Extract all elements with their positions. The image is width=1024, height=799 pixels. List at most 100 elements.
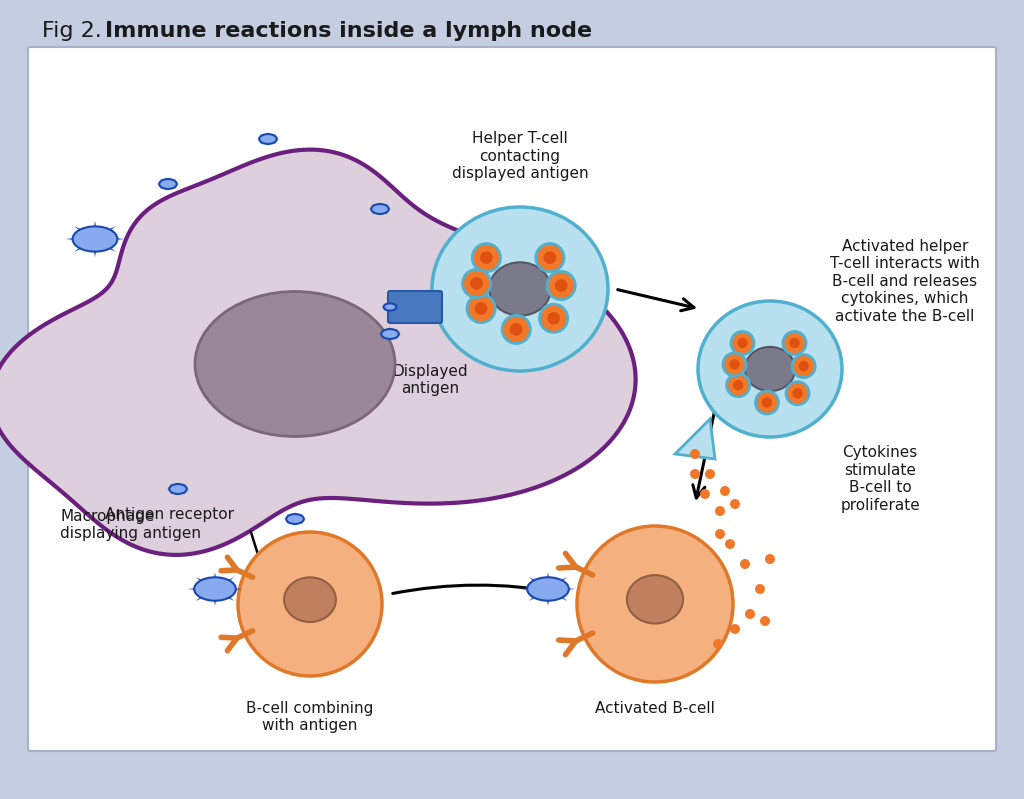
Polygon shape bbox=[384, 306, 390, 311]
Polygon shape bbox=[294, 518, 303, 524]
Polygon shape bbox=[545, 572, 551, 589]
Circle shape bbox=[690, 449, 700, 459]
Text: Helper T-cell
contacting
displayed antigen: Helper T-cell contacting displayed antig… bbox=[452, 131, 589, 181]
Circle shape bbox=[740, 559, 750, 569]
Circle shape bbox=[475, 302, 487, 315]
Polygon shape bbox=[157, 183, 168, 185]
Polygon shape bbox=[369, 208, 380, 210]
Polygon shape bbox=[389, 333, 398, 339]
Polygon shape bbox=[196, 587, 217, 601]
Circle shape bbox=[467, 295, 496, 323]
Polygon shape bbox=[380, 208, 391, 210]
FancyBboxPatch shape bbox=[28, 47, 996, 751]
Polygon shape bbox=[294, 519, 296, 527]
Polygon shape bbox=[212, 589, 218, 606]
Ellipse shape bbox=[159, 179, 177, 189]
Circle shape bbox=[502, 316, 530, 344]
Polygon shape bbox=[372, 208, 381, 214]
Polygon shape bbox=[546, 577, 567, 591]
Polygon shape bbox=[389, 327, 391, 334]
Polygon shape bbox=[382, 329, 391, 335]
Circle shape bbox=[793, 355, 815, 378]
Polygon shape bbox=[167, 179, 176, 185]
Polygon shape bbox=[256, 137, 268, 141]
Polygon shape bbox=[260, 134, 269, 140]
Circle shape bbox=[544, 252, 556, 264]
Polygon shape bbox=[92, 221, 98, 239]
Circle shape bbox=[786, 382, 809, 405]
Circle shape bbox=[540, 304, 567, 332]
Text: Activated B-cell: Activated B-cell bbox=[595, 701, 715, 716]
Polygon shape bbox=[384, 304, 390, 308]
Circle shape bbox=[577, 526, 733, 682]
Polygon shape bbox=[160, 183, 169, 189]
Text: Macrophage
displaying antigen: Macrophage displaying antigen bbox=[60, 509, 201, 542]
Text: B-cell combining
with antigen: B-cell combining with antigen bbox=[247, 701, 374, 733]
Polygon shape bbox=[268, 137, 280, 141]
Ellipse shape bbox=[384, 304, 396, 311]
Text: Antigen receptor: Antigen receptor bbox=[105, 507, 234, 522]
Polygon shape bbox=[294, 514, 303, 520]
Ellipse shape bbox=[371, 204, 389, 214]
Ellipse shape bbox=[286, 514, 304, 524]
Text: Immune reactions inside a lymph node: Immune reactions inside a lymph node bbox=[105, 21, 592, 41]
Polygon shape bbox=[212, 572, 218, 589]
Ellipse shape bbox=[73, 226, 118, 252]
Polygon shape bbox=[295, 518, 306, 520]
Polygon shape bbox=[545, 589, 551, 606]
Polygon shape bbox=[389, 302, 391, 307]
Circle shape bbox=[727, 374, 750, 397]
Ellipse shape bbox=[627, 575, 683, 623]
Polygon shape bbox=[390, 332, 401, 336]
Circle shape bbox=[555, 279, 567, 292]
Polygon shape bbox=[379, 332, 390, 336]
FancyBboxPatch shape bbox=[388, 291, 442, 323]
Circle shape bbox=[700, 489, 710, 499]
Text: Fig 2.: Fig 2. bbox=[42, 21, 109, 41]
Polygon shape bbox=[213, 577, 234, 591]
Polygon shape bbox=[675, 419, 715, 459]
Circle shape bbox=[790, 338, 800, 348]
Polygon shape bbox=[196, 577, 217, 591]
Polygon shape bbox=[92, 239, 98, 257]
Polygon shape bbox=[379, 204, 388, 210]
Polygon shape bbox=[0, 149, 636, 555]
Polygon shape bbox=[177, 484, 186, 490]
Polygon shape bbox=[382, 306, 390, 308]
Ellipse shape bbox=[527, 578, 568, 601]
Polygon shape bbox=[177, 489, 179, 496]
Polygon shape bbox=[213, 587, 234, 601]
Polygon shape bbox=[167, 184, 169, 191]
Polygon shape bbox=[267, 139, 269, 146]
Polygon shape bbox=[170, 484, 179, 490]
Polygon shape bbox=[546, 587, 567, 601]
Circle shape bbox=[547, 312, 560, 324]
Circle shape bbox=[731, 332, 754, 355]
Circle shape bbox=[720, 486, 730, 496]
Text: Activated helper
T-cell interacts with
B-cell and releases
cytokines, which
acti: Activated helper T-cell interacts with B… bbox=[830, 239, 980, 324]
Polygon shape bbox=[389, 329, 398, 335]
Circle shape bbox=[690, 469, 700, 479]
Polygon shape bbox=[74, 237, 97, 252]
Circle shape bbox=[733, 380, 743, 391]
Polygon shape bbox=[267, 132, 269, 139]
Circle shape bbox=[760, 616, 770, 626]
Polygon shape bbox=[170, 488, 179, 494]
Polygon shape bbox=[95, 236, 124, 242]
Polygon shape bbox=[167, 177, 169, 184]
Ellipse shape bbox=[284, 578, 336, 622]
Circle shape bbox=[730, 499, 740, 509]
Circle shape bbox=[705, 469, 715, 479]
Polygon shape bbox=[372, 204, 381, 210]
Polygon shape bbox=[167, 183, 176, 189]
Ellipse shape bbox=[195, 292, 395, 436]
Polygon shape bbox=[267, 138, 276, 144]
Circle shape bbox=[238, 532, 382, 676]
Circle shape bbox=[799, 361, 809, 372]
Polygon shape bbox=[187, 586, 215, 592]
Polygon shape bbox=[528, 587, 550, 601]
Circle shape bbox=[510, 323, 522, 336]
Polygon shape bbox=[548, 586, 575, 592]
Circle shape bbox=[715, 506, 725, 516]
Circle shape bbox=[730, 624, 740, 634]
